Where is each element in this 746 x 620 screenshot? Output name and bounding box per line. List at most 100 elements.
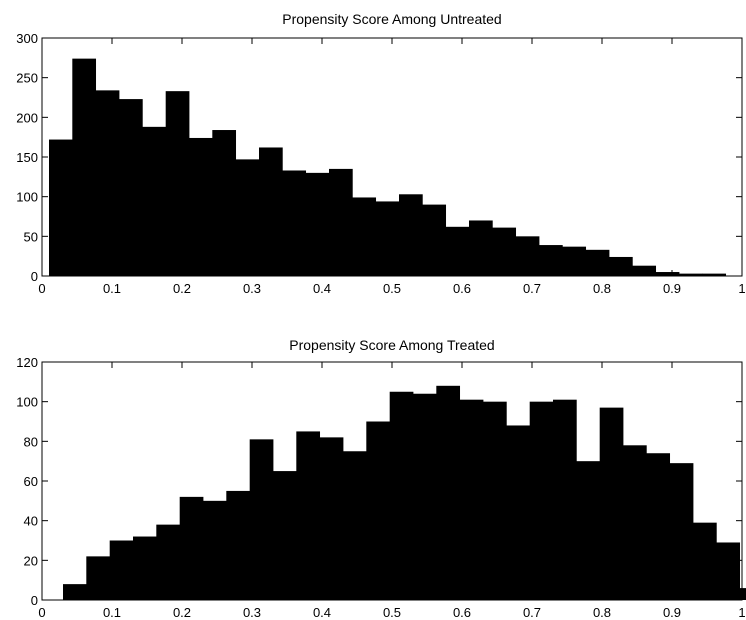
histogram-bar [319, 437, 344, 600]
histogram-bar [529, 401, 554, 600]
x-tick-label: 0.9 [663, 281, 681, 296]
histogram-bar [72, 58, 97, 276]
x-tick-label: 0.5 [383, 281, 401, 296]
histogram-bar [63, 584, 87, 600]
chart-treated-svg: Propensity Score Among Treated 0 0.1 0.2 0.… [16, 337, 746, 620]
histogram-bar [562, 246, 587, 276]
histogram-bar [366, 421, 391, 600]
histogram-bar [693, 522, 717, 600]
histogram-bar [459, 399, 484, 600]
x-tick-label: 0.5 [383, 605, 401, 620]
x-tick-label: 0 [38, 281, 45, 296]
histogram-bar [296, 431, 321, 600]
histogram-bar [632, 265, 657, 276]
x-tick-label: 0.4 [313, 281, 331, 296]
histogram-bar [156, 524, 181, 600]
histogram-bar [249, 439, 274, 600]
histogram-bar [679, 273, 703, 276]
histogram-bar [389, 391, 414, 600]
histogram-bar [576, 461, 601, 600]
x-tick-label: 0.6 [453, 281, 471, 296]
x-tick-label: 0.4 [313, 605, 331, 620]
chart-untreated: Propensity Score Among Untreated 0 0.1 0.2… [0, 0, 746, 300]
x-tick-label: 0.3 [243, 281, 261, 296]
histogram-bar [189, 137, 213, 276]
y-tick-label: 250 [16, 71, 38, 86]
histogram-bar [352, 197, 377, 276]
histogram-bar [483, 401, 507, 600]
histogram-bar [226, 490, 251, 600]
histogram-bar [445, 226, 470, 276]
chart-treated: Propensity Score Among Treated 0 0.1 0.2 0.… [0, 320, 746, 620]
histogram-bar [273, 471, 297, 600]
histogram-bar [399, 194, 423, 276]
histogram-bar [203, 500, 227, 600]
histogram-bar [539, 245, 563, 276]
x-tick-label: 0.2 [173, 281, 191, 296]
y-tick-label: 100 [16, 190, 38, 205]
histogram-bar [109, 540, 134, 600]
y-tick-label: 200 [16, 110, 38, 125]
y-tick-label: 150 [16, 150, 38, 165]
histogram-bar [492, 227, 517, 276]
x-tick-label: 0.8 [593, 281, 611, 296]
histogram-bar [623, 445, 647, 600]
histogram-bar [515, 236, 540, 276]
histogram-bar [669, 463, 694, 600]
histogram-bar [413, 393, 437, 600]
histogram-bar [305, 172, 330, 276]
y-tick-label: 120 [16, 355, 38, 370]
x-tick-label: 0 [38, 605, 45, 620]
y-tick-label: 0 [31, 593, 38, 608]
histogram-bar [165, 91, 190, 277]
y-tick-label: 0 [31, 269, 38, 284]
histogram-bar [235, 159, 260, 276]
x-tick-label: 1 [738, 281, 745, 296]
histogram-bar [609, 256, 633, 276]
y-tick-label: 80 [24, 434, 38, 449]
chart-title: Propensity Score Among Treated [289, 337, 494, 353]
histogram-bar [86, 556, 111, 600]
x-tick-label: 1 [738, 605, 745, 620]
x-tick-label: 0.6 [453, 605, 471, 620]
x-tick-label: 0.7 [523, 281, 541, 296]
histogram-bar [585, 249, 610, 276]
histogram-bar [282, 170, 307, 276]
histogram-bar [646, 453, 671, 600]
x-tick-label: 0.2 [173, 605, 191, 620]
histogram-bar [716, 542, 741, 600]
histogram-bar [506, 425, 531, 600]
y-tick-label: 20 [24, 553, 38, 568]
histogram-bar [599, 407, 624, 600]
y-tick-label: 50 [24, 229, 38, 244]
chart-title: Propensity Score Among Untreated [282, 11, 501, 27]
histogram-bar [436, 385, 461, 600]
histogram-bar [212, 130, 237, 276]
x-tick-label: 0.9 [663, 605, 681, 620]
x-tick-label: 0.3 [243, 605, 261, 620]
histogram-bar [739, 588, 746, 600]
histogram-bar [655, 272, 680, 276]
y-tick-label: 60 [24, 474, 38, 489]
histogram-bar [49, 139, 73, 276]
histogram-bar [343, 451, 367, 600]
x-tick-label: 0.1 [103, 281, 121, 296]
histogram-bar [179, 496, 204, 600]
histogram-bar [329, 168, 353, 276]
histogram-bar [469, 220, 493, 276]
y-tick-label: 100 [16, 395, 38, 410]
x-tick-label: 0.7 [523, 605, 541, 620]
histogram-bar [142, 126, 167, 276]
x-tick-label: 0.1 [103, 605, 121, 620]
histogram-bar [553, 399, 577, 600]
histogram-bar [702, 273, 727, 276]
y-tick-label: 40 [24, 514, 38, 529]
histogram-bar [119, 99, 143, 276]
histogram-bar [259, 147, 283, 276]
x-tick-label: 0.8 [593, 605, 611, 620]
histogram-bar [95, 90, 120, 276]
histogram-bar [375, 201, 400, 276]
chart-untreated-svg: Propensity Score Among Untreated 0 0.1 0.2… [16, 11, 745, 296]
histogram-bar [133, 536, 157, 600]
histogram-bar [422, 204, 447, 276]
